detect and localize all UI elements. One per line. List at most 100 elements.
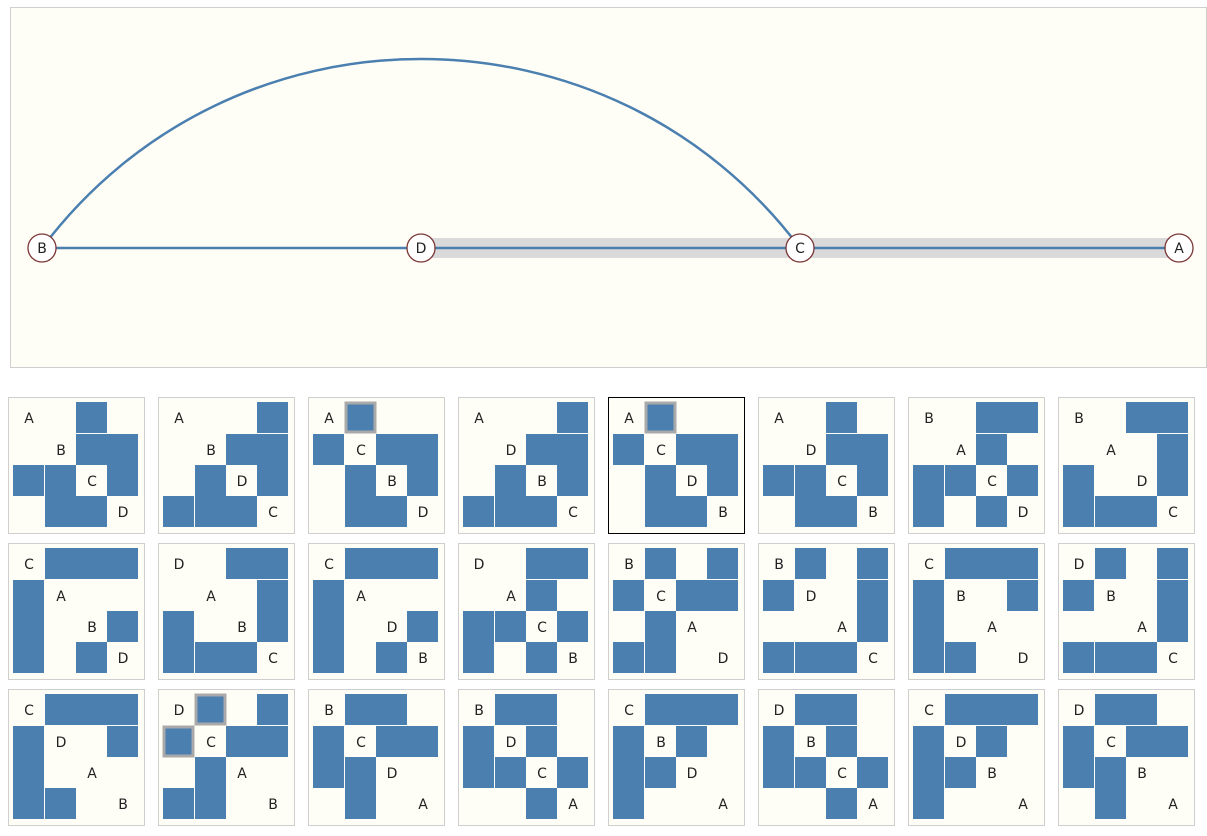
matrix-thumbnail[interactable]: B C A D [608, 543, 745, 680]
adjacency-cell [407, 548, 438, 579]
adjacency-cell [1126, 694, 1157, 725]
matrix-thumbnail[interactable]: C A B D [8, 543, 145, 680]
matrix-view: D A B C [163, 548, 288, 673]
matrix-thumbnail[interactable]: D B A C [1058, 543, 1195, 680]
adjacency-cell [107, 434, 138, 465]
adjacency-cell [826, 726, 857, 757]
matrix-row-label: C [537, 620, 547, 636]
adjacency-cell [376, 726, 407, 757]
adjacency-cell [13, 611, 44, 642]
matrix-row-label: C [268, 651, 278, 667]
matrix-thumbnail[interactable]: C D A B [8, 689, 145, 826]
matrix-view: A B C D [13, 402, 138, 527]
matrix-row-label: C [837, 766, 847, 782]
matrix-thumbnail[interactable]: C B A D [908, 543, 1045, 680]
matrix-row-label: A [418, 797, 428, 813]
matrix-row-label: D [1018, 651, 1029, 667]
matrix-row-label: C [324, 557, 334, 573]
adjacency-cell [826, 788, 857, 819]
adjacency-cell [195, 757, 226, 788]
matrix-thumbnail[interactable]: B D C A [458, 689, 595, 826]
matrix-row-label: A [718, 797, 728, 813]
adjacency-cell [857, 434, 888, 465]
matrix-row-label: D [718, 651, 729, 667]
adjacency-cell [376, 642, 407, 673]
matrix-thumbnail[interactable]: C A D B [308, 543, 445, 680]
adjacency-cell [495, 611, 526, 642]
matrix-thumbnail[interactable]: A D C B [758, 397, 895, 534]
adjacency-cell [976, 402, 1007, 433]
adjacency-cell [76, 402, 107, 433]
adjacency-cell [795, 757, 826, 788]
matrix-row-label: C [356, 735, 366, 751]
adjacency-cell [1063, 642, 1094, 673]
matrix-row-label: B [87, 620, 97, 636]
adjacency-cell [226, 642, 257, 673]
matrix-view: B D A C [763, 548, 888, 673]
adjacency-cell [195, 788, 226, 819]
matrix-row-label: D [118, 505, 129, 521]
adjacency-cell [376, 496, 407, 527]
node-a[interactable]: A [1164, 233, 1194, 263]
adjacency-cell [1126, 642, 1157, 673]
node-circle [1164, 233, 1194, 263]
matrix-thumbnail[interactable]: D C B A [1058, 689, 1195, 826]
adjacency-cell [107, 726, 138, 757]
matrix-thumbnail[interactable]: A C B D [308, 397, 445, 534]
adjacency-cell [557, 548, 588, 579]
adjacency-cell [76, 548, 107, 579]
matrix-thumbnail[interactable]: B C D A [308, 689, 445, 826]
node-d[interactable]: D [406, 233, 436, 263]
matrix-row-label: D [956, 735, 967, 751]
matrix-thumbnail[interactable]: D A B C [158, 543, 295, 680]
adjacency-cell [826, 496, 857, 527]
adjacency-cell [195, 642, 226, 673]
matrix-thumbnail[interactable]: A B C D [8, 397, 145, 534]
matrix-row-label: A [324, 411, 334, 427]
matrix-thumbnail[interactable]: C D B A [908, 689, 1045, 826]
matrix-thumbnail[interactable]: D A C B [458, 543, 595, 680]
matrix-thumbnail[interactable]: D C A B [158, 689, 295, 826]
adjacency-cell [913, 757, 944, 788]
adjacency-cell [1095, 757, 1126, 788]
matrix-row-label: B [1106, 589, 1116, 605]
matrix-row-label: C [1106, 735, 1116, 751]
adjacency-cell [645, 757, 676, 788]
matrix-thumbnail[interactable]: D B C A [758, 689, 895, 826]
matrix-row-label: D [806, 589, 817, 605]
adjacency-cell [913, 788, 944, 819]
matrix-row-label: C [924, 557, 934, 573]
matrix-row-label: B [537, 474, 547, 490]
matrix-thumbnail[interactable]: A C D B [608, 397, 745, 534]
matrix-thumbnail[interactable]: B A C D [908, 397, 1045, 534]
matrix-thumbnail[interactable]: B D A C [758, 543, 895, 680]
adjacency-cell [1157, 611, 1188, 642]
adjacency-cell [376, 694, 407, 725]
matrix-thumbnail[interactable]: B A D C [1058, 397, 1195, 534]
node-c[interactable]: C [785, 233, 815, 263]
adjacency-cell [1063, 496, 1094, 527]
adjacency-cell [1007, 694, 1038, 725]
adjacency-cell [463, 757, 494, 788]
adjacency-cell [13, 580, 44, 611]
adjacency-cell [613, 726, 644, 757]
adjacency-cell [976, 548, 1007, 579]
adjacency-cell [1063, 580, 1094, 611]
node-b[interactable]: B [27, 233, 57, 263]
adjacency-cell [107, 694, 138, 725]
adjacency-cell [526, 580, 557, 611]
adjacency-cell [345, 694, 376, 725]
matrix-thumbnail[interactable]: A D B C [458, 397, 595, 534]
matrix-row-label: B [387, 474, 397, 490]
matrix-row-label: C [1168, 651, 1178, 667]
adjacency-cell [976, 694, 1007, 725]
adjacency-cell [463, 496, 494, 527]
adjacency-cell [1126, 726, 1157, 757]
matrix-thumbnail[interactable]: C B D A [608, 689, 745, 826]
adjacency-cell [45, 694, 76, 725]
matrix-row-label: C [656, 589, 666, 605]
matrix-thumbnail[interactable]: A B D C [158, 397, 295, 534]
adjacency-cell [1157, 402, 1188, 433]
